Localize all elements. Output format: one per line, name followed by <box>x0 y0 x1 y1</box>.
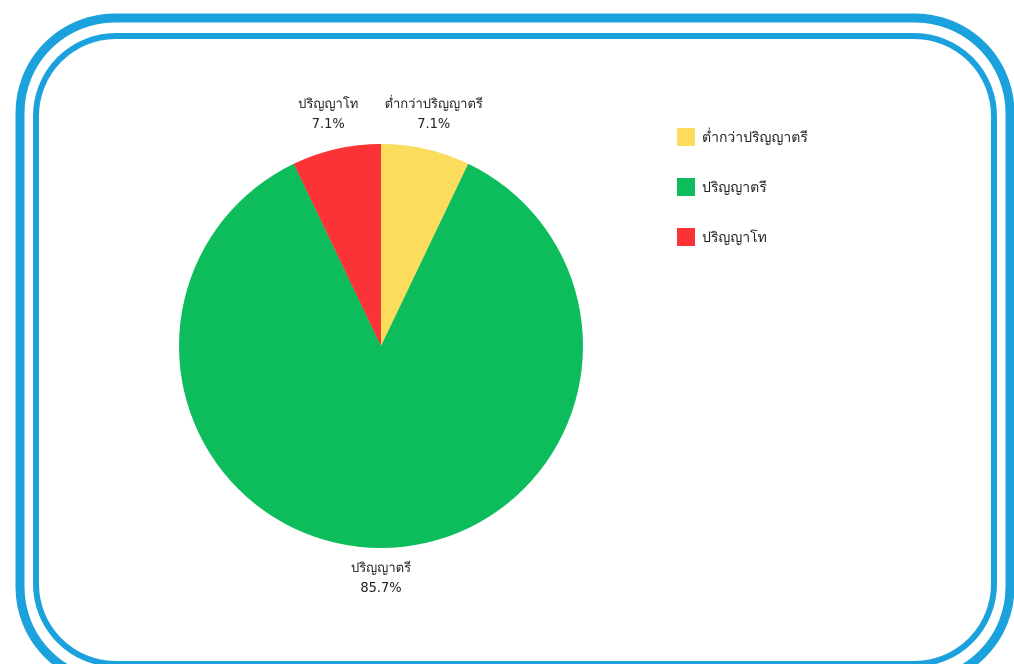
legend-label: ปริญญาโท <box>702 229 767 246</box>
pie-slice-label-3: ปริญญาโท 7.1% <box>298 96 358 132</box>
legend-item-1: ต่ำกว่าปริญญาตรี <box>677 128 808 146</box>
pie-slice-labels: ต่ำกว่าปริญญาตรี7.1%ปริญญาตรี85.7%ปริญญา… <box>298 95 483 596</box>
legend-swatch <box>677 178 695 196</box>
legend-swatch <box>677 128 695 146</box>
outer-frame-border <box>15 13 1014 664</box>
pie-slices <box>179 144 583 549</box>
pie-slice-category-label: ปริญญาตรี <box>351 560 411 576</box>
pie-slice-label-2: ปริญญาตรี 85.7% <box>351 560 411 596</box>
legend-label: ปริญญาตรี <box>702 180 767 196</box>
pie-slice-category-label: ปริญญาโท <box>298 96 358 112</box>
pie-slice-3 <box>293 144 381 346</box>
pie-slice-category-label: ต่ำกว่าปริญญาตรี <box>385 95 483 112</box>
legend-label: ต่ำกว่าปริญญาตรี <box>702 128 808 146</box>
pie-slice-percent-label: 85.7% <box>360 581 401 596</box>
legend-item-3: ปริญญาโท <box>677 228 767 246</box>
legend: ต่ำกว่าปริญญาตรีปริญญาตรีปริญญาโท <box>677 128 808 246</box>
legend-swatch <box>677 228 695 246</box>
legend-item-2: ปริญญาตรี <box>677 178 767 196</box>
inner-frame-border <box>33 33 997 664</box>
pie-slice-2 <box>179 163 583 549</box>
pie-slice-percent-label: 7.1% <box>312 117 345 132</box>
pie-slice-label-1: ต่ำกว่าปริญญาตรี 7.1% <box>385 95 483 132</box>
pie-slice-percent-label: 7.1% <box>417 117 450 132</box>
pie-slice-1 <box>381 144 469 346</box>
